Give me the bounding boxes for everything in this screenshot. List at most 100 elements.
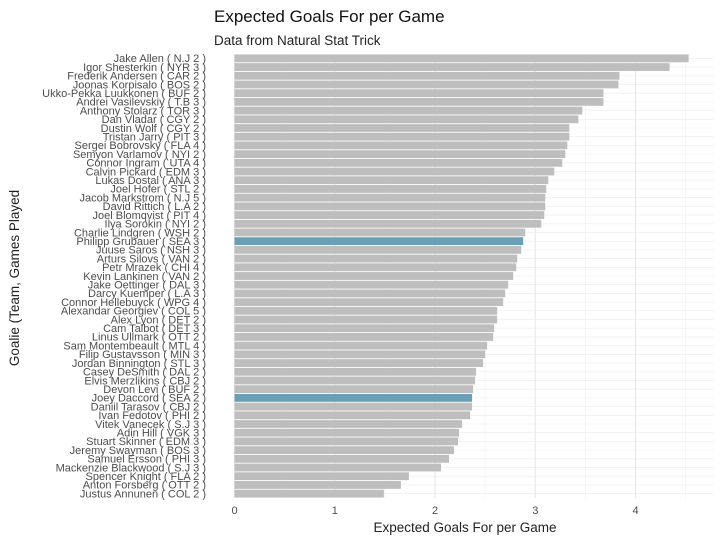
bar — [234, 481, 401, 489]
category-label: Mackenzie Blackwood ( S.J 3 ) — [56, 462, 206, 474]
x-tick-label: 1 — [332, 505, 338, 517]
category-label: Devon Levi ( BUF 2 ) — [103, 384, 206, 396]
category-label: Justus Annunen ( COL 2 ) — [80, 488, 206, 500]
bar — [234, 454, 450, 463]
category-label: Dan Vladar ( CGY 2 ) — [102, 114, 206, 126]
bar — [234, 402, 473, 411]
category-label: Jordan Binnington ( STL 3 ) — [72, 358, 206, 370]
bar — [234, 124, 570, 132]
category-label: Connor Ingram ( UTA 4 ) — [86, 158, 206, 170]
bar — [234, 228, 526, 237]
bar — [234, 193, 546, 202]
bar — [234, 132, 570, 141]
bar — [234, 263, 517, 272]
bar-highlighted — [234, 237, 524, 246]
bar — [234, 245, 522, 254]
x-tick-label: 0 — [231, 505, 237, 517]
bar — [234, 106, 583, 115]
bar — [234, 324, 495, 333]
bar — [234, 463, 442, 472]
category-label: Joel Hofer ( STL 2 ) — [110, 184, 206, 196]
category-label: Andrei Vasilevskiy ( T.B 3 ) — [76, 97, 206, 109]
category-label: Ukko-Pekka Luukkonen ( BUF 2 ) — [42, 88, 206, 100]
category-label: Jake Allen ( N.J 2 ) — [114, 53, 206, 65]
x-tick-label: 3 — [532, 505, 538, 517]
bar — [234, 63, 670, 71]
bar — [234, 341, 488, 350]
bar — [234, 446, 455, 455]
category-label: Ivan Fedotov ( PHI 2 ) — [98, 410, 206, 422]
bar — [234, 428, 460, 437]
category-label: Philipp Grubauer ( SEA 3 ) — [76, 236, 206, 248]
x-tick-label: 4 — [632, 505, 638, 517]
category-label: Anton Forsberg ( OTT 2 ) — [83, 480, 206, 492]
category-label: Dustin Wolf ( CGY 2 ) — [101, 123, 206, 135]
bar — [234, 211, 545, 219]
category-label: Vitek Vanecek ( S.J 3 ) — [95, 419, 206, 431]
category-label: Igor Shesterkin ( NYR 3 ) — [83, 62, 206, 74]
bar — [234, 176, 549, 185]
category-label: Alex Lyon ( DET 2 ) — [111, 314, 206, 326]
category-label: Darcy Kuemper ( L.A 3 ) — [88, 288, 206, 300]
category-label: Sam Montembeault ( MTL 4 ) — [63, 340, 206, 352]
category-label: Tristan Jarry ( PIT 3 ) — [103, 132, 206, 144]
bar — [234, 298, 504, 307]
bar — [234, 141, 568, 150]
category-label: Jake Oettinger ( DAL 3 ) — [88, 280, 206, 292]
category-label: Jeremy Swayman ( BOS 3 ) — [70, 445, 206, 457]
bar — [234, 437, 459, 446]
bar — [234, 158, 563, 167]
bar — [234, 376, 476, 385]
x-tick-label: 2 — [432, 505, 438, 517]
bar — [234, 167, 555, 176]
bar — [234, 489, 384, 498]
category-label: Lukas Dostal ( ANA 3 ) — [95, 175, 206, 187]
category-label: Semyon Varlamov ( NYI 2 ) — [73, 149, 206, 161]
bar — [234, 97, 604, 106]
category-label: Daniil Tarasov ( CBJ 2 ) — [91, 401, 206, 413]
category-label: Casey DeSmith ( DAL 2 ) — [83, 367, 206, 379]
category-label: Filip Gustavsson ( MIN 3 ) — [79, 349, 206, 361]
category-label: David Rittich ( L.A 2 ) — [103, 201, 206, 213]
category-label: Joey Daccord ( SEA 2 ) — [92, 393, 206, 405]
category-label: Charlie Lindgren ( WSH 2 ) — [74, 227, 206, 239]
category-label: Alexandar Georgiev ( COL 5 ) — [61, 306, 206, 318]
category-label: Cam Talbot ( DET 3 ) — [103, 323, 206, 335]
category-labels: Jake Allen ( N.J 2 )Igor Shesterkin ( NY… — [42, 53, 206, 500]
bar — [234, 367, 477, 376]
bar — [234, 289, 506, 298]
bar — [234, 219, 542, 228]
bar — [234, 411, 471, 420]
bar — [234, 115, 579, 124]
bar — [234, 185, 547, 193]
bar — [234, 472, 409, 481]
category-label: Ilya Sorokin ( NYI 2 ) — [105, 219, 206, 231]
y-axis-title: Goalie (Team, Games Played — [7, 190, 22, 366]
category-label: Anthony Stolarz ( TOR 3 ) — [80, 105, 206, 117]
category-label: Elvis Merzlikins ( CBJ 2 ) — [84, 375, 206, 387]
category-label: Petr Mrazek ( CHI 4 ) — [102, 262, 206, 274]
category-label: Samuel Ersson ( PHI 3 ) — [87, 454, 206, 466]
bar-highlighted — [234, 393, 473, 402]
bar-group — [234, 54, 689, 498]
chart-subtitle: Data from Natural Stat Trick — [214, 33, 381, 48]
category-label: Juuse Saros ( NSH 3 ) — [96, 245, 206, 257]
category-label: Linus Ullmark ( OTT 2 ) — [92, 332, 206, 344]
bar — [234, 80, 619, 89]
x-axis-title: Expected Goals For per Game — [373, 520, 556, 535]
category-label: Adin Hill ( VGK 3 ) — [117, 428, 206, 440]
bar — [234, 150, 566, 159]
category-label: Calvin Pickard ( EDM 3 ) — [86, 166, 206, 178]
bar — [234, 89, 604, 98]
bar — [234, 71, 620, 80]
bar — [234, 385, 474, 394]
bar — [234, 254, 518, 263]
bar — [234, 359, 484, 367]
x-tick-labels: 0 1 2 3 4 — [231, 505, 638, 517]
bar — [234, 306, 498, 315]
bar — [234, 350, 486, 359]
bar — [234, 315, 498, 324]
category-label: Jacob Markstrom ( N.J 5 ) — [79, 192, 206, 204]
chart-title: Expected Goals For per Game — [214, 7, 445, 26]
